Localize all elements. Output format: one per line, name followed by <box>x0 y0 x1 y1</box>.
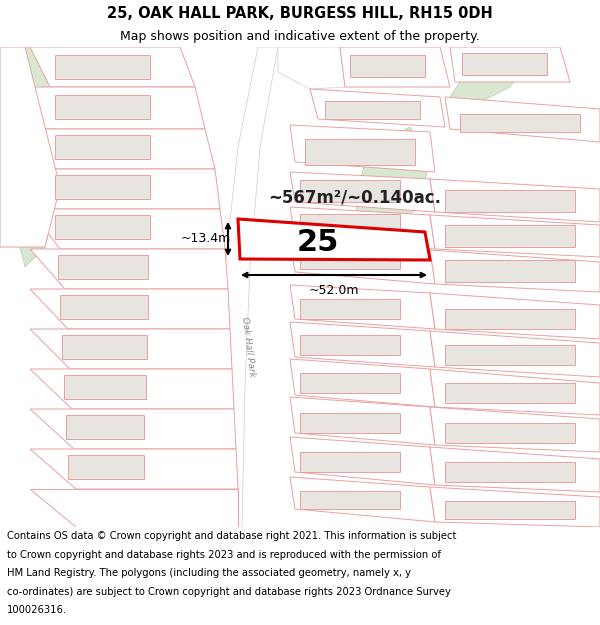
Polygon shape <box>355 127 430 232</box>
Bar <box>445 190 575 212</box>
Polygon shape <box>310 89 445 127</box>
Bar <box>300 413 400 433</box>
Polygon shape <box>290 125 435 172</box>
Bar <box>445 260 575 282</box>
Polygon shape <box>30 489 238 527</box>
Text: ~52.0m: ~52.0m <box>309 284 359 296</box>
Polygon shape <box>430 369 600 415</box>
Text: ~13.4m: ~13.4m <box>181 232 231 246</box>
Bar <box>325 101 420 119</box>
Polygon shape <box>30 329 232 369</box>
Bar <box>55 135 150 159</box>
Polygon shape <box>290 172 435 212</box>
Bar <box>445 225 575 247</box>
Polygon shape <box>290 207 435 249</box>
Polygon shape <box>430 293 600 339</box>
Polygon shape <box>430 407 600 452</box>
Bar <box>300 452 400 472</box>
Polygon shape <box>30 449 238 489</box>
Bar <box>55 95 150 119</box>
Polygon shape <box>30 289 230 329</box>
Polygon shape <box>290 359 435 407</box>
Polygon shape <box>30 129 215 169</box>
Polygon shape <box>30 209 225 249</box>
Bar <box>300 247 400 269</box>
Polygon shape <box>238 219 430 260</box>
Bar <box>350 55 425 77</box>
Polygon shape <box>30 169 220 209</box>
Polygon shape <box>450 47 570 82</box>
Polygon shape <box>290 437 435 485</box>
Bar <box>445 309 575 329</box>
Polygon shape <box>290 477 435 522</box>
Text: co-ordinates) are subject to Crown copyright and database rights 2023 Ordnance S: co-ordinates) are subject to Crown copyr… <box>7 587 451 597</box>
Polygon shape <box>430 250 600 292</box>
Bar <box>300 373 400 393</box>
Bar <box>300 335 400 355</box>
Text: 100026316.: 100026316. <box>7 606 67 616</box>
Bar <box>300 214 400 236</box>
Text: to Crown copyright and database rights 2023 and is reproduced with the permissio: to Crown copyright and database rights 2… <box>7 549 441 559</box>
Bar <box>300 180 400 202</box>
Polygon shape <box>30 47 195 87</box>
Bar <box>64 375 146 399</box>
Bar <box>305 139 415 165</box>
Text: ~567m²/~0.140ac.: ~567m²/~0.140ac. <box>268 188 441 206</box>
Polygon shape <box>430 179 600 222</box>
Polygon shape <box>0 47 60 247</box>
Polygon shape <box>290 242 435 284</box>
Bar <box>66 415 144 439</box>
Polygon shape <box>290 322 435 367</box>
Bar <box>55 55 150 79</box>
Polygon shape <box>30 409 236 449</box>
Polygon shape <box>290 285 435 329</box>
Bar <box>55 215 150 239</box>
Polygon shape <box>430 331 600 377</box>
Bar <box>55 175 150 199</box>
Polygon shape <box>12 47 60 267</box>
Polygon shape <box>450 47 530 107</box>
Polygon shape <box>30 249 228 289</box>
Polygon shape <box>445 97 600 142</box>
Text: Oak Hall Park: Oak Hall Park <box>240 316 256 378</box>
Bar <box>462 53 547 75</box>
Bar <box>460 114 580 132</box>
Bar <box>300 299 400 319</box>
Polygon shape <box>215 47 278 527</box>
Polygon shape <box>340 47 450 87</box>
Bar <box>445 423 575 443</box>
Bar <box>445 383 575 403</box>
Bar <box>445 501 575 519</box>
Text: Contains OS data © Crown copyright and database right 2021. This information is : Contains OS data © Crown copyright and d… <box>7 531 457 541</box>
Polygon shape <box>30 87 205 129</box>
Bar <box>62 335 147 359</box>
Text: 25: 25 <box>297 228 340 257</box>
Polygon shape <box>30 369 234 409</box>
Polygon shape <box>430 215 600 257</box>
Text: Map shows position and indicative extent of the property.: Map shows position and indicative extent… <box>120 30 480 43</box>
Polygon shape <box>278 47 345 89</box>
Text: HM Land Registry. The polygons (including the associated geometry, namely x, y: HM Land Registry. The polygons (includin… <box>7 568 411 578</box>
Polygon shape <box>430 487 600 527</box>
Text: 25, OAK HALL PARK, BURGESS HILL, RH15 0DH: 25, OAK HALL PARK, BURGESS HILL, RH15 0D… <box>107 6 493 21</box>
Polygon shape <box>290 397 435 445</box>
Polygon shape <box>430 447 600 492</box>
Bar <box>60 295 148 319</box>
Bar <box>58 255 148 279</box>
Bar <box>445 462 575 482</box>
Bar <box>300 491 400 509</box>
Bar <box>68 455 144 479</box>
Bar <box>445 345 575 365</box>
